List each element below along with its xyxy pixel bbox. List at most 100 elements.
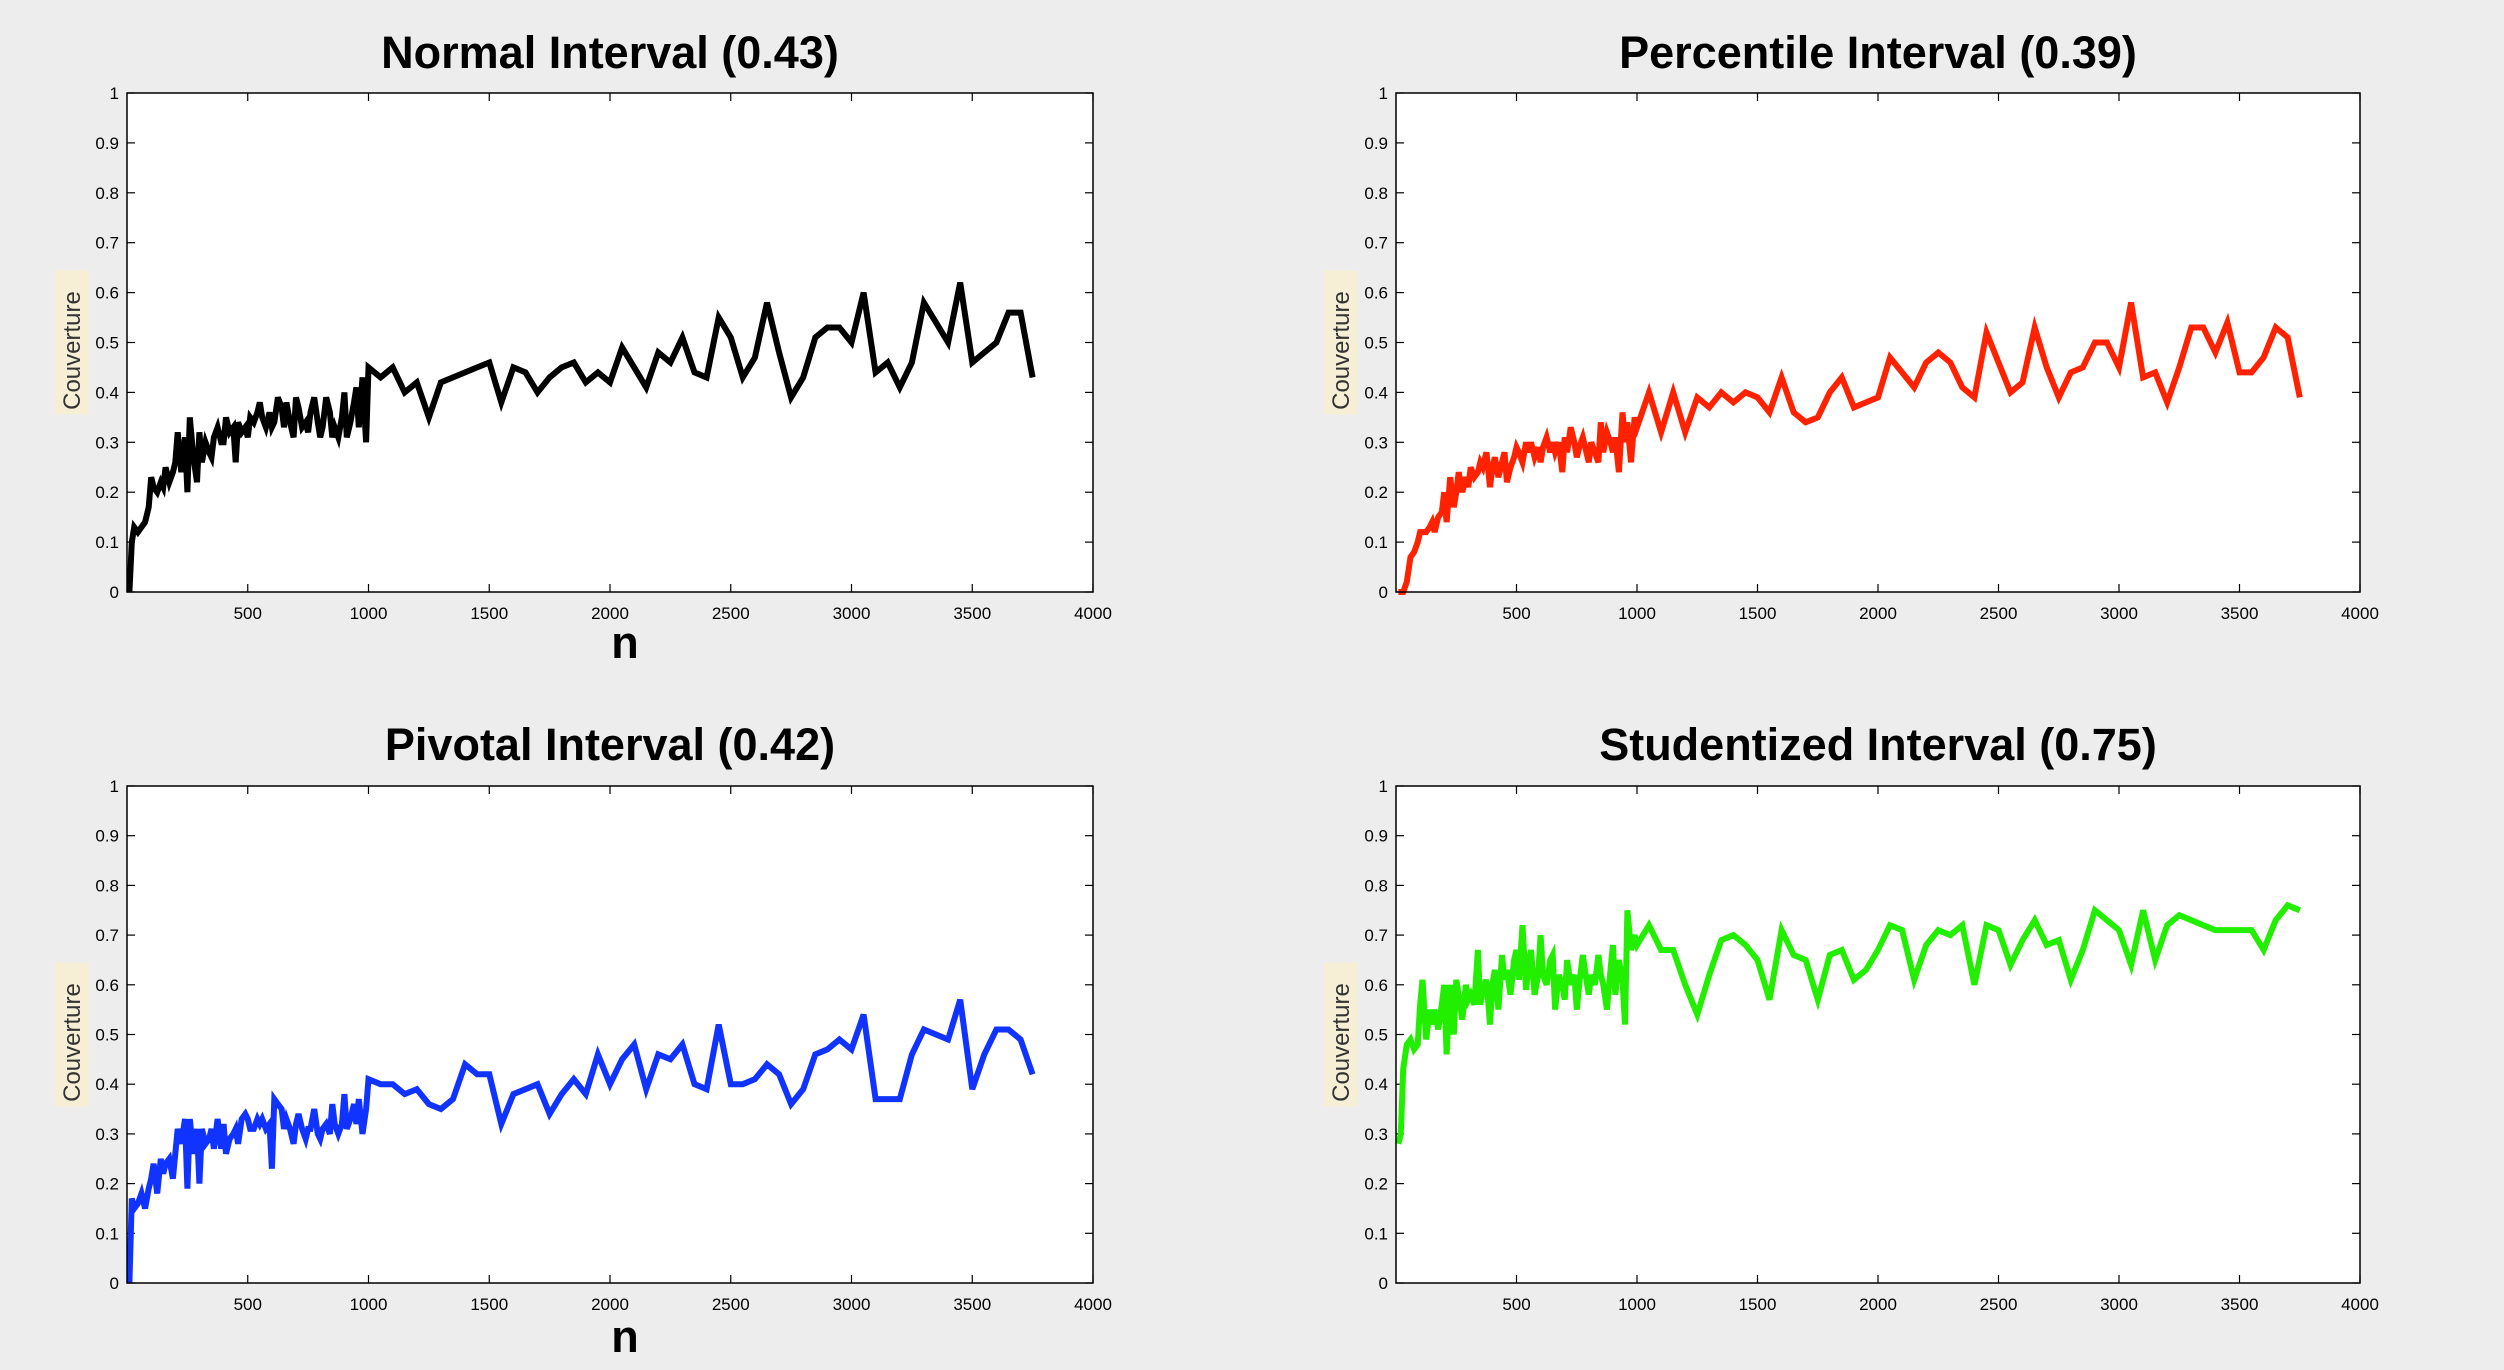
y-tick-label: 0.7 <box>1364 234 1388 253</box>
x-tick-label: 500 <box>1502 1295 1530 1314</box>
x-tick-label: 3000 <box>2100 1295 2138 1314</box>
plot-area <box>1396 786 2360 1283</box>
chart-title: Pivotal Interval (0.42) <box>385 719 835 770</box>
y-tick-label: 0 <box>1379 1274 1388 1293</box>
y-label-box <box>1324 270 1358 415</box>
axes-box <box>1395 92 2361 593</box>
x-tick-label: 500 <box>234 1295 262 1314</box>
y-tick-label: 0.5 <box>95 334 119 353</box>
x-tick-label: 2000 <box>591 604 629 623</box>
y-tick-label: 0.4 <box>1364 383 1388 402</box>
y-tick-label: 0.6 <box>95 976 119 995</box>
axes-box <box>126 92 1094 593</box>
y-tick-label: 0.1 <box>95 533 119 552</box>
x-tick-label: 1500 <box>1739 604 1777 623</box>
y-tick-label: 0.8 <box>95 876 119 895</box>
x-tick-label: 3000 <box>2100 604 2138 623</box>
y-axis-label: Couverture <box>1328 291 1355 410</box>
y-label-box <box>55 270 89 415</box>
x-tick-label: 1000 <box>350 1295 388 1314</box>
y-tick-label: 0.3 <box>1364 1125 1388 1144</box>
y-tick-label: 0.8 <box>1364 184 1388 203</box>
y-tick-label: 0.4 <box>1364 1075 1388 1094</box>
x-tick-label: 3500 <box>953 1295 991 1314</box>
y-tick-label: 0 <box>110 1274 119 1293</box>
y-tick-label: 0.1 <box>95 1224 119 1243</box>
y-axis-label: Couverture <box>1328 983 1355 1102</box>
x-tick-label: 3000 <box>833 604 871 623</box>
plot-area <box>1396 93 2360 592</box>
y-tick-label: 0.9 <box>95 827 119 846</box>
y-tick-label: 0.7 <box>95 926 119 945</box>
x-tick-label: 4000 <box>2341 1295 2379 1314</box>
x-tick-label: 2500 <box>712 1295 750 1314</box>
y-tick-label: 0.6 <box>1364 284 1388 303</box>
chart-panel: Percentile Interval (0.39) 500 1000 1500 200… <box>1324 27 2379 623</box>
y-tick-label: 0.2 <box>95 483 119 502</box>
y-label-box <box>1324 962 1358 1107</box>
x-tick-label: 1000 <box>1618 1295 1656 1314</box>
chart-panel: Studentized Interval (0.75) 500 1000 1500 20… <box>1324 719 2379 1314</box>
y-tick-label: 0.7 <box>1364 926 1388 945</box>
y-tick-label: 0.1 <box>1364 1224 1388 1243</box>
y-tick-label: 0.3 <box>95 1125 119 1144</box>
x-tick-label: 500 <box>234 604 262 623</box>
x-tick-label: 2000 <box>1859 604 1897 623</box>
x-tick-label: 2000 <box>591 1295 629 1314</box>
y-tick-label: 1 <box>1379 777 1388 796</box>
series-line <box>1395 901 2301 1145</box>
y-tick-label: 0.2 <box>1364 483 1388 502</box>
series-line <box>126 998 1036 1284</box>
x-tick-label: 3500 <box>2221 604 2259 623</box>
y-tick-label: 1 <box>110 84 119 103</box>
y-tick-label: 0.5 <box>1364 1026 1388 1045</box>
y-tick-label: 0.2 <box>95 1175 119 1194</box>
x-tick-label: 4000 <box>1074 1295 1112 1314</box>
y-tick-label: 0.9 <box>1364 827 1388 846</box>
plot-area <box>127 93 1093 592</box>
x-tick-label: 4000 <box>1074 604 1112 623</box>
chart-panel: Normal Interval (0.43) 500 1000 1500 2000 250… <box>55 27 1112 668</box>
series-line <box>126 282 1036 593</box>
y-tick-label: 0.3 <box>95 433 119 452</box>
x-tick-label: 3500 <box>953 604 991 623</box>
chart-title: Percentile Interval (0.39) <box>1619 27 2137 78</box>
y-tick-label: 0.9 <box>95 134 119 153</box>
x-tick-label: 2500 <box>1980 1295 2018 1314</box>
x-tick-label: 1500 <box>470 604 508 623</box>
y-tick-label: 0.5 <box>1364 334 1388 353</box>
y-tick-label: 0.2 <box>1364 1175 1388 1194</box>
chart-title: Normal Interval (0.43) <box>381 27 839 78</box>
series-line <box>1398 302 2303 595</box>
y-tick-label: 0.7 <box>95 234 119 253</box>
x-axis-label: n <box>611 1311 639 1362</box>
y-tick-label: 0.1 <box>1364 533 1388 552</box>
y-tick-label: 0.8 <box>1364 876 1388 895</box>
x-tick-label: 3500 <box>2221 1295 2259 1314</box>
x-tick-label: 1500 <box>470 1295 508 1314</box>
y-axis-label: Couverture <box>59 983 86 1102</box>
x-tick-label: 1500 <box>1739 1295 1777 1314</box>
x-tick-label: 500 <box>1502 604 1530 623</box>
axes-box <box>1395 785 2361 1284</box>
x-tick-label: 4000 <box>2341 604 2379 623</box>
x-tick-label: 3000 <box>833 1295 871 1314</box>
y-tick-label: 0 <box>1379 583 1388 602</box>
y-tick-label: 0.9 <box>1364 134 1388 153</box>
y-tick-label: 0.6 <box>95 284 119 303</box>
y-tick-label: 0 <box>110 583 119 602</box>
y-axis-label: Couverture <box>59 291 86 410</box>
chart-title: Studentized Interval (0.75) <box>1599 719 2157 770</box>
axes-box <box>126 785 1094 1284</box>
x-tick-label: 2500 <box>1980 604 2018 623</box>
y-label-box <box>55 962 89 1107</box>
chart-panel: Pivotal Interval (0.42) 500 1000 1500 2000 25… <box>55 719 1112 1362</box>
x-axis-label: n <box>611 617 639 668</box>
y-tick-label: 0.4 <box>95 1075 119 1094</box>
x-tick-label: 2500 <box>712 604 750 623</box>
x-tick-label: 1000 <box>350 604 388 623</box>
y-tick-label: 0.5 <box>95 1026 119 1045</box>
y-tick-label: 0.4 <box>95 383 119 402</box>
y-tick-label: 0.6 <box>1364 976 1388 995</box>
